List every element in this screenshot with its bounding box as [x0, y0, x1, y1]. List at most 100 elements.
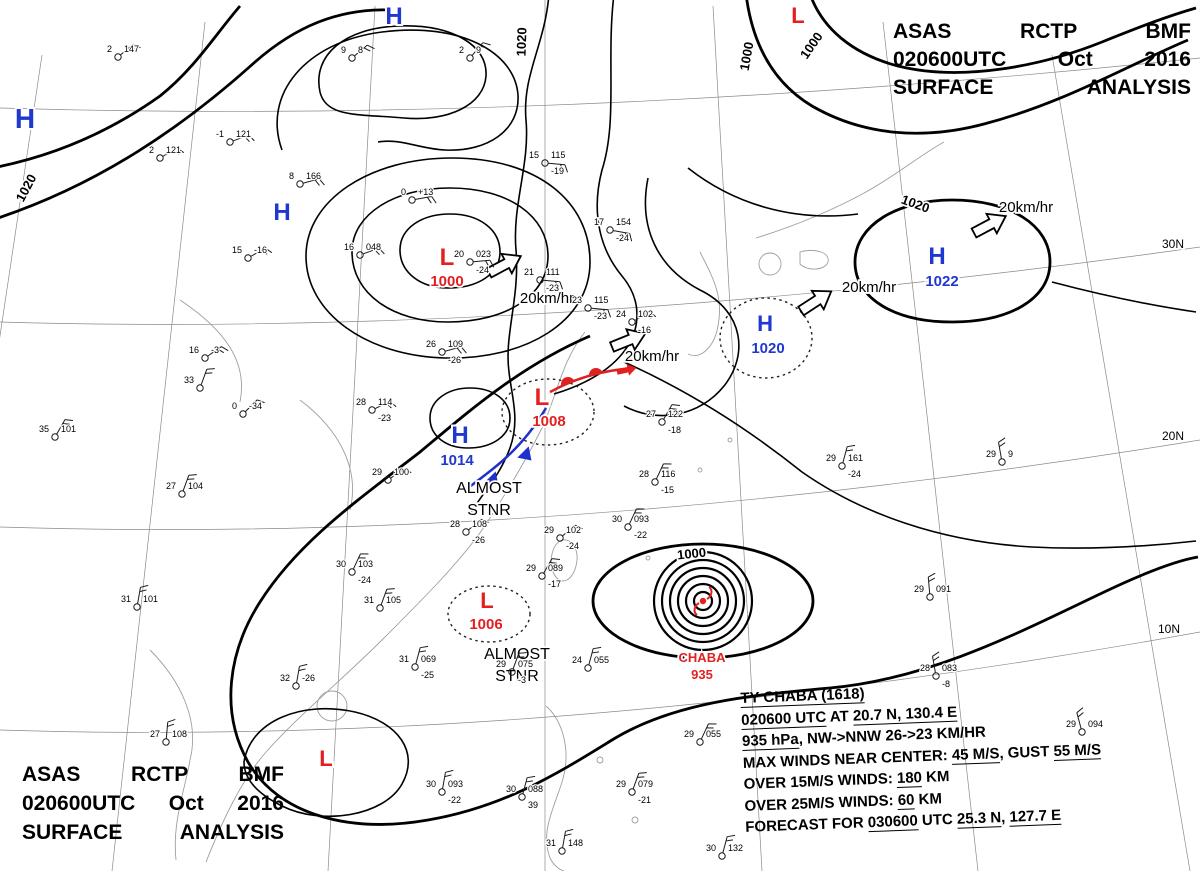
station-pressure: 9	[476, 45, 481, 55]
station-temp: 27	[646, 409, 656, 419]
typhoon-info-text: KM	[914, 789, 943, 808]
station-pressure: 108	[472, 519, 487, 529]
station-temp: 28	[356, 397, 366, 407]
station-pressure: 104	[188, 481, 203, 491]
station-temp: 31	[364, 595, 374, 605]
low-pressure-center: L	[789, 1, 806, 30]
typhoon-info-text: AT	[825, 707, 854, 726]
station-plot: 31 101	[120, 584, 159, 611]
title-block-top-right: ASAS RCTP BMF 020600UTC Oct 2016 SURFACE…	[893, 18, 1191, 102]
station-plot: 27 122 -18	[645, 404, 684, 436]
station-pressure: 115	[594, 295, 608, 305]
typhoon-info-underlined-value: 55 M/S	[1053, 740, 1102, 761]
station-temp: 33	[184, 375, 194, 385]
pressure-value: 1000	[430, 273, 463, 290]
station-temp: 28	[920, 663, 930, 673]
station-tendency: -22	[634, 530, 647, 540]
pressure-letter: L	[535, 384, 550, 411]
station-plot: 23 115 -23	[571, 294, 612, 322]
station-plot: 28 108 -26	[449, 518, 489, 546]
station-temp: -1	[216, 129, 224, 139]
typhoon-info-underlined-value: 20.7 N, 130.4 E	[852, 703, 958, 726]
pressure-letter: L	[791, 3, 804, 28]
station-plot: 29 089 -17	[525, 558, 564, 590]
station-plot: 29 9	[985, 437, 1014, 466]
movement-speed-label: 20km/hr	[625, 348, 679, 365]
typhoon-info-underlined-value: 935 hPa	[741, 730, 800, 751]
station-temp: 29	[616, 779, 626, 789]
station-pressure: 102	[566, 525, 581, 535]
low-pressure-center: L 1008	[531, 382, 568, 432]
station-pressure: 147	[124, 44, 139, 54]
station-pressure: 055	[594, 655, 609, 665]
station-temp: 30	[426, 779, 436, 789]
pressure-value: 1006	[469, 616, 502, 633]
pressure-letter: L	[440, 244, 455, 271]
station-tendency: -18	[668, 425, 681, 435]
station-plot: 20 023 -24	[453, 248, 495, 276]
station-pressure: 161	[848, 453, 863, 463]
station-plot: 31 069 -25	[398, 645, 437, 681]
station-pressure: 091	[936, 584, 951, 594]
station-pressure: 121	[166, 145, 181, 155]
station-plot: 30 088 39	[505, 775, 544, 811]
typhoon-info-underlined-value: 180	[896, 769, 923, 789]
station-temp: 2	[459, 45, 464, 55]
station-pressure: 132	[728, 843, 743, 853]
low-pressure-center: L	[317, 744, 334, 773]
station-pressure: -34	[249, 401, 262, 411]
movement-arrow-icon	[616, 363, 637, 376]
station-plot: 24 055	[571, 646, 610, 672]
station-plot: 2 147	[106, 43, 141, 61]
movement-arrow-icon	[797, 289, 833, 317]
station-tendency: -24	[358, 575, 371, 585]
station-tendency: 39	[528, 800, 538, 810]
station-tendency: -25	[421, 670, 434, 680]
station-pressure: 103	[358, 559, 373, 569]
station-pressure: 8	[358, 45, 363, 55]
pressure-letter: H	[273, 199, 290, 226]
pressure-value: 1022	[925, 273, 958, 290]
station-temp: 31	[121, 594, 131, 604]
station-pressure: 089	[548, 563, 563, 573]
station-tendency: -23	[594, 311, 607, 321]
isobar-label: 1020	[13, 172, 40, 205]
low-pressure-center: L 1006	[468, 586, 505, 635]
station-plot: 16 048	[343, 241, 385, 259]
station-plot: 29 075 -3	[495, 652, 534, 686]
pressure-letter: H	[15, 103, 35, 134]
station-plot: 28 083 -8	[919, 651, 958, 690]
station-pressure: 093	[448, 779, 463, 789]
station-tendency: -3	[518, 675, 526, 685]
typhoon-info-underlined-value: 020600 UTC	[740, 708, 827, 730]
station-plot: 29 100	[371, 466, 412, 484]
station-pressure: -26	[302, 673, 315, 683]
station-plot: 15 115 -19	[528, 149, 569, 177]
isobars	[0, 0, 1199, 826]
stnr-line: STNR	[467, 502, 511, 519]
typhoon-chaba	[591, 542, 815, 660]
station-pressure: 115	[551, 150, 565, 160]
typhoon-info-underlined-value: 25.3 N	[956, 809, 1002, 829]
station-plot: 0 -34	[231, 399, 265, 418]
high-pressure-center: H 1020	[750, 309, 787, 359]
station-pressure: +13	[418, 187, 433, 197]
station-temp: 23	[572, 295, 582, 305]
station-temp: 29	[684, 729, 694, 739]
pressure-letter: L	[319, 746, 332, 771]
station-temp: 29	[986, 449, 996, 459]
station-tendency: -26	[472, 535, 485, 545]
station-plot: 29 091	[913, 572, 952, 601]
dashed-system-boundary	[447, 297, 813, 643]
station-plot: 21 111 -23	[523, 266, 564, 294]
typhoon-name: CHABA	[679, 650, 727, 665]
station-pressure: 111	[546, 267, 560, 277]
station-plot: 17 154 -24	[593, 216, 633, 245]
typhoon-info-underlined-value: 127.7 E	[1009, 806, 1062, 827]
station-temp: 0	[232, 401, 237, 411]
station-plot: 27 104	[165, 474, 204, 498]
station-plot: 29 102 -24	[543, 524, 583, 552]
station-tendency: -19	[551, 166, 564, 176]
station-plot: 29 094	[1065, 707, 1104, 736]
station-pressure: 088	[528, 784, 543, 794]
